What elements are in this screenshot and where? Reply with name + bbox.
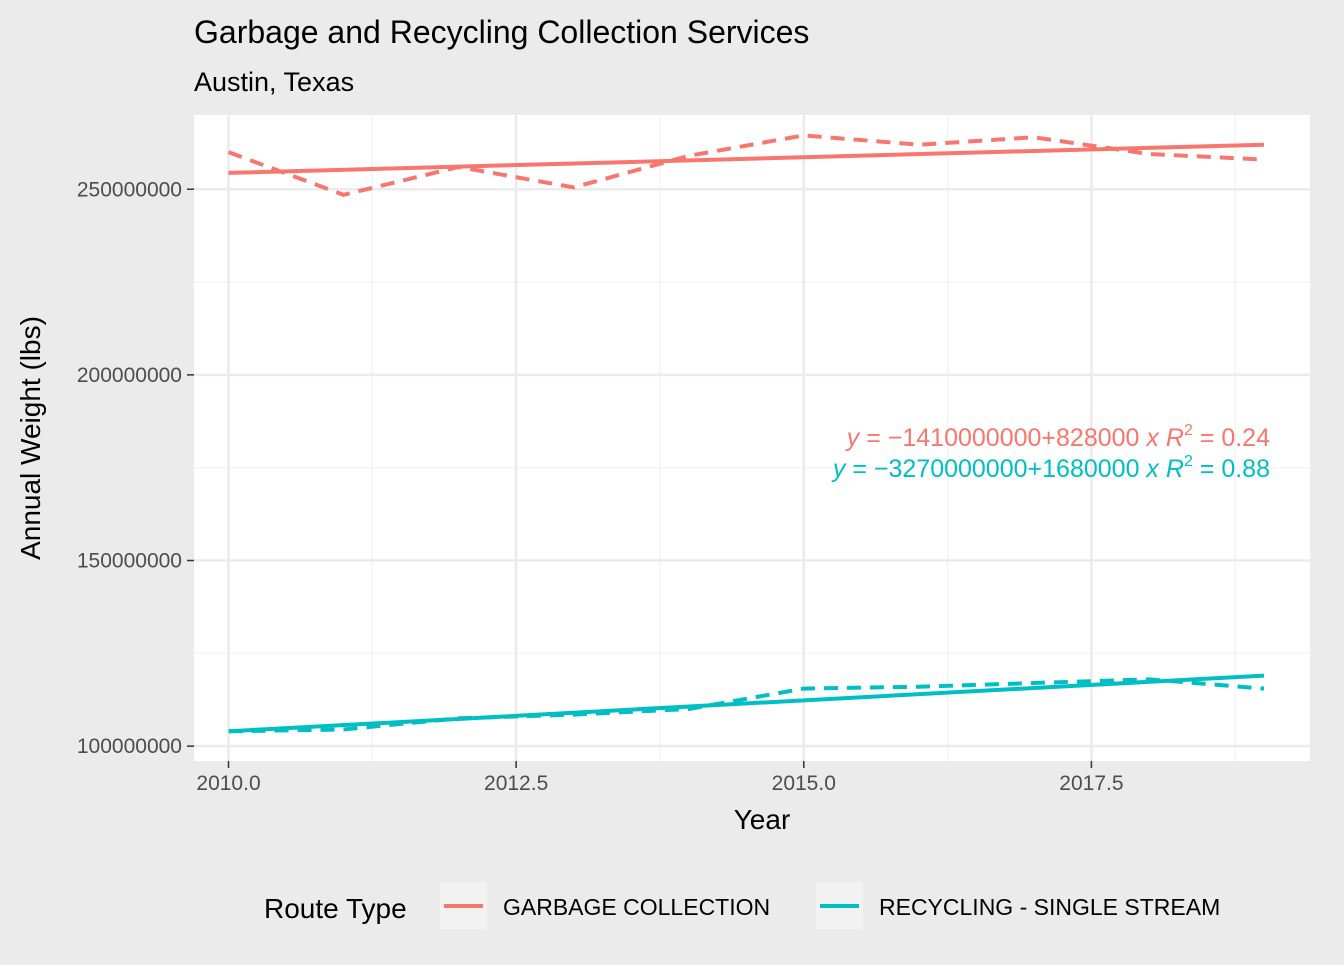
equation-variable: x [1145, 424, 1160, 452]
equation-operator: + [1028, 455, 1043, 483]
equation-r-label: R [1166, 455, 1184, 483]
equation-gap [1159, 424, 1166, 452]
x-tick-label: 2017.5 [1059, 772, 1123, 795]
equation-space [1139, 424, 1146, 452]
chart-subtitle: Austin, Texas [194, 67, 354, 97]
equation-intercept-sign: − [874, 455, 889, 483]
series-layer [227, 133, 1265, 734]
x-axis-title: Year [734, 804, 791, 835]
equation-variable: x [1145, 455, 1160, 483]
equation-intercept: 3270000000 [888, 455, 1027, 483]
equation-slope: 1680000 [1042, 455, 1139, 483]
series-fit-line-0 [228, 142, 1265, 175]
legend-label-1: RECYCLING - SINGLE STREAM [879, 894, 1220, 920]
equation-r-label: R [1166, 424, 1184, 452]
legend-label-0: GARBAGE COLLECTION [503, 894, 770, 920]
equation-r-value: = 0.88 [1193, 455, 1270, 483]
y-tick-label: 200000000 [77, 364, 182, 387]
series-fit-line-1 [228, 673, 1265, 734]
equation-operator: + [1041, 424, 1056, 452]
equation-r-exponent: 2 [1184, 422, 1193, 439]
y-tick-label: 100000000 [77, 735, 182, 758]
equation-space [1139, 455, 1146, 483]
equation-r-value: = 0.24 [1193, 424, 1270, 452]
equation-lhs: y [845, 424, 861, 452]
y-axis-title: Annual Weight (lbs) [15, 316, 46, 560]
equation-gap [1159, 455, 1166, 483]
equation-slope: 828000 [1056, 424, 1139, 452]
x-tick-label: 2010.0 [196, 772, 260, 795]
regression-equation-1: y = −3270000000+1680000 x R2 = 0.88 [831, 453, 1270, 483]
equation-intercept: 1410000000 [902, 424, 1041, 452]
x-tick-label: 2012.5 [484, 772, 548, 795]
legend-title: Route Type [264, 893, 407, 924]
equation-lhs: y [831, 455, 847, 483]
series-actual-line-0 [227, 133, 1265, 197]
x-axis-ticks: 2010.0 2012.5 2015.0 2017.5 [196, 761, 1124, 795]
y-axis-ticks: 100000000 150000000 200000000 250000000 [77, 178, 194, 758]
x-tick-label: 2015.0 [772, 772, 836, 795]
equation-equals: = [845, 455, 874, 483]
equation-equals: = [859, 424, 888, 452]
regression-equations: y = −1410000000+828000 x R2 = 0.24y = −3… [831, 422, 1270, 483]
y-tick-label: 150000000 [77, 550, 182, 573]
legend: Route Type GARBAGE COLLECTION RECYCLING -… [264, 882, 1220, 929]
regression-equation-0: y = −1410000000+828000 x R2 = 0.24 [845, 422, 1270, 452]
y-tick-label: 250000000 [77, 178, 182, 201]
equation-intercept-sign: − [888, 424, 903, 452]
grid-lines [194, 115, 1310, 761]
equation-r-exponent: 2 [1184, 453, 1193, 470]
chart-title: Garbage and Recycling Collection Service… [194, 14, 809, 50]
